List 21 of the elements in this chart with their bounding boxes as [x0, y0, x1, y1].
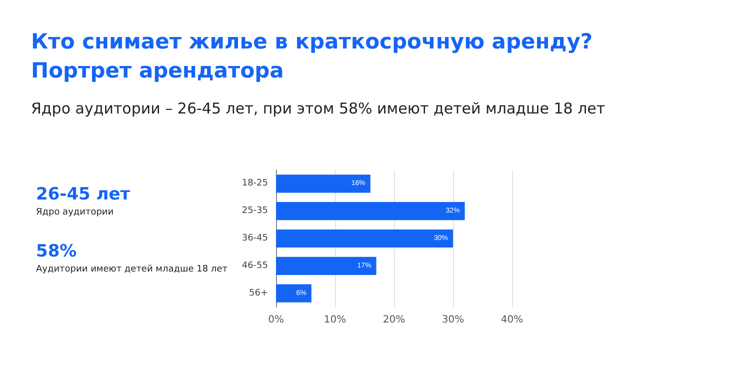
y-tick-label: 46-55 — [242, 260, 268, 271]
y-tick-label: 36-45 — [242, 234, 268, 244]
bar — [276, 229, 453, 248]
chart-title: Кто снимает жилье в краткосрочную аренду? Портрет арендатора — [31, 30, 593, 82]
x-tick-label: 40% — [500, 314, 524, 326]
bar — [276, 174, 370, 193]
x-tick-label: 10% — [324, 314, 346, 326]
x-tick-label: 20% — [382, 314, 406, 326]
chart-subtitle: Ядро аудитории – 26-45 лет, при этом 58% имеют детей младше 18 лет — [31, 100, 606, 118]
x-tick-label: 0% — [268, 314, 284, 326]
y-tick-label: 18-25 — [242, 178, 268, 189]
bar — [276, 256, 376, 275]
text: 58% — [36, 242, 77, 262]
bar — [276, 284, 312, 302]
y-tick-label: 56+ — [249, 288, 268, 298]
text: Ядро аудитории — [36, 208, 114, 218]
text: Аудитории имеют детей младше 18 лет — [36, 264, 228, 274]
x-tick-label: 30% — [442, 314, 464, 326]
text: 26-45 лет — [36, 184, 130, 204]
y-tick-label: 25-35 — [242, 206, 268, 216]
bar — [276, 202, 465, 220]
